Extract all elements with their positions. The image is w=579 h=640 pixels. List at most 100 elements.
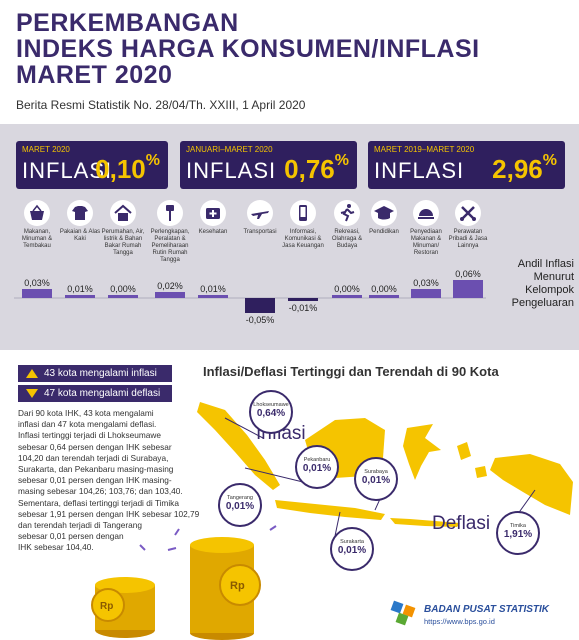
bar-label-0: 0,03%: [24, 278, 50, 288]
runner-icon: [333, 199, 361, 227]
map-deflasi-label: Deflasi: [432, 513, 491, 534]
airplane-icon: [246, 199, 274, 227]
paragraph-line: Surakarta, dan Pekanbaru masing-masing: [18, 464, 174, 475]
category-transport: Transportasi: [238, 199, 282, 236]
category-label: Pakaian & Alas Kaki: [59, 229, 101, 242]
bar-4: [198, 295, 228, 298]
category-clothing: Pakaian & Alas Kaki: [58, 199, 102, 243]
kpi-period: MARET 2019–MARET 2020: [374, 145, 475, 154]
paragraph-line: sebesar 0,64 persen dengan IHK sebesar: [18, 441, 172, 452]
paragraph-line: sebesar 0,01 persen dengan: [18, 531, 124, 542]
paragraph-line: Sementara, deflasi tertinggi terjadi di …: [18, 497, 179, 508]
chart-title: Andil Inflasi Menurut Kelompok Pengeluar…: [478, 258, 574, 310]
bar-3: [155, 292, 185, 298]
paragraph-line: sebesar 1,91 persen dengan IHK sebesar 1…: [18, 508, 200, 519]
kpi-monthly: MARET 2020 INFLASI 0,10%: [16, 141, 168, 189]
bar-label-5: -0,05%: [246, 315, 275, 325]
svg-text:Rp: Rp: [100, 601, 113, 612]
graduation-cap-icon: [370, 199, 398, 227]
kpi-period: MARET 2020: [22, 145, 70, 154]
bar-5: [245, 298, 275, 313]
city-bubble-lhokseumawe: Lhokseumawe 0,64%: [249, 390, 293, 434]
city-value: 0,01%: [302, 463, 332, 474]
category-label: Informasi, Komunikasi & Jasa Keuangan: [282, 229, 324, 249]
map-island-nusa-tenggara: [390, 518, 460, 527]
bar-2: [108, 295, 138, 298]
bar-label-7: 0,00%: [334, 284, 360, 294]
phone-icon: [289, 199, 317, 227]
city-bubble-pekanbaru: Pekanbaru 0,01%: [295, 445, 339, 489]
bar-label-9: 0,03%: [413, 278, 439, 288]
city-bubble-timika: Timika 1,91%: [496, 511, 540, 555]
bar-label-2: 0,00%: [110, 284, 136, 294]
legend-inflasi-text: 43 kota mengalami inflasi: [44, 368, 157, 379]
indonesia-map: [197, 402, 573, 537]
page-title: PERKEMBANGAN INDEKS HARGA KONSUMEN/INFLA…: [16, 10, 566, 88]
personal-care-icon: [454, 199, 482, 227]
category-label: Pendidikan: [369, 229, 399, 235]
map-island-papua: [490, 454, 573, 515]
city-value: 0,01%: [225, 501, 255, 512]
title-line: PERKEMBANGAN: [16, 9, 239, 37]
city-bubble-surakarta: Surakarta 0,01%: [330, 527, 374, 571]
city-bubble-tangerang: Tangerang 0,01%: [218, 483, 262, 527]
paragraph-line: dan terendah terjadi di Tangerang: [18, 520, 142, 531]
city-value: 0,01%: [337, 545, 367, 556]
category-label: Kesehatan: [198, 229, 228, 235]
category-education: Pendidikan: [362, 199, 406, 236]
restaurant-icon: [412, 199, 440, 227]
category-housing: Perumahan, Air, listrik & Bahan Bakar Ru…: [101, 199, 145, 257]
paragraph-line: Inflasi tertinggi terjadi di Lhokseumawe: [18, 430, 161, 441]
chart-title-line: Kelompok: [525, 284, 574, 296]
city-name: Tangerang: [227, 495, 253, 501]
paragraph-line: Dari 90 kota IHK, 43 kota mengalami: [18, 408, 154, 418]
category-label: Perumahan, Air, listrik & Bahan Bakar Ru…: [101, 229, 145, 256]
bar-6: [288, 298, 318, 301]
svg-text:Rp: Rp: [230, 580, 245, 592]
bar-label-3: 0,02%: [157, 281, 183, 291]
category-household: Perlengkapan, Peralatan & Pemeliharaan R…: [148, 199, 192, 264]
bar-0: [22, 289, 52, 298]
map-island-sulawesi: [403, 424, 441, 480]
category-label: Rekreasi, Olahraga & Budaya: [331, 229, 363, 249]
kpi-label: INFLASI: [186, 158, 277, 183]
house-icon: [109, 199, 137, 227]
bar-7: [332, 295, 362, 298]
kpi-label: INFLASI: [374, 158, 465, 183]
map-island-sumatra: [197, 402, 280, 490]
page-subtitle: Berita Resmi Statistik No. 28/04/Th. XXI…: [16, 98, 306, 112]
category-label: Transportasi: [243, 229, 277, 235]
bps-url[interactable]: https://www.bps.go.id: [424, 617, 495, 626]
category-label: Penyediaan Makanan & Minuman/ Restoran: [410, 229, 442, 256]
city-name: Pekanbaru: [303, 457, 331, 463]
city-name: Surakarta: [340, 539, 364, 545]
food-basket-icon: [23, 199, 51, 227]
city-value: 0,01%: [361, 475, 391, 486]
city-value: 1,91%: [503, 529, 533, 540]
chart-title-line: Menurut: [533, 271, 574, 283]
city-name: Lhokseumawe: [253, 402, 289, 408]
category-label: Perlengkapan, Peralatan & Pemeliharaan R…: [150, 229, 190, 263]
category-food: Makanan, Minuman & Tembakau: [15, 199, 59, 250]
legend-deflasi-text: 47 kota mengalami deflasi: [44, 388, 161, 399]
category-health: Kesehatan: [191, 199, 235, 236]
category-communication: Informasi, Komunikasi & Jasa Keuangan: [281, 199, 325, 250]
coin-stack-left: Rp: [91, 577, 155, 638]
paragraph-line: IHK sebesar 104,40.: [18, 542, 94, 553]
legend-inflasi: 43 kota mengalami inflasi: [18, 365, 172, 382]
coins-illustration: Rp Rp: [91, 525, 277, 640]
paragraph-line: inflasi dan 47 kota mengalami deflasi.: [18, 419, 157, 430]
bps-logo-icon: [390, 600, 416, 626]
kpi-label: INFLASI: [22, 158, 113, 183]
city-value: 0,64%: [256, 408, 286, 419]
category-label: Makanan, Minuman & Tembakau: [21, 229, 53, 249]
kpi-value: 0,10%: [95, 152, 160, 184]
bps-name: BADAN PUSAT STATISTIK: [424, 604, 549, 615]
kpi-value: 2,96%: [492, 152, 557, 184]
bar-label-8: 0,00%: [371, 284, 397, 294]
kpi-value: 0,76%: [284, 152, 349, 184]
andil-bar-chart: 0,03% 0,01% 0,00% 0,02% 0,01% -0,05% -0,01% 0,0…: [14, 270, 486, 325]
bar-10: [453, 280, 483, 298]
bar-9: [411, 289, 441, 298]
